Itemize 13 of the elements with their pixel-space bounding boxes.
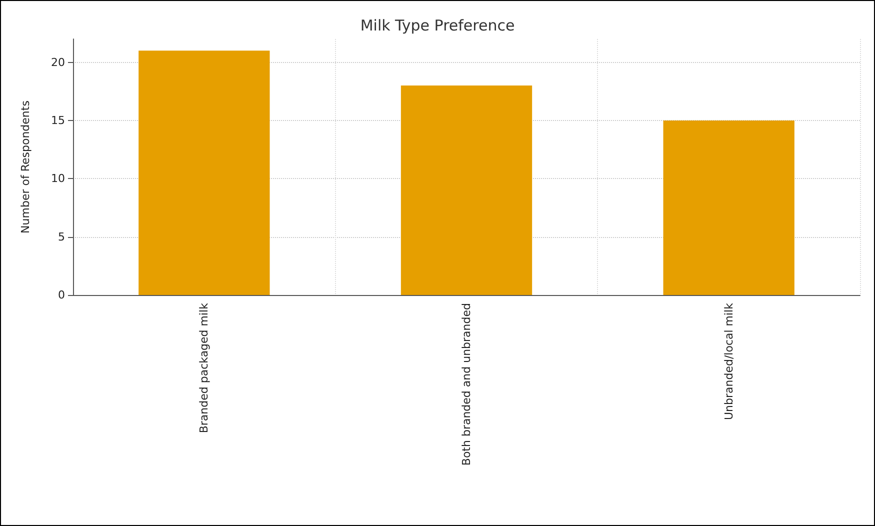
bar [663,120,794,295]
bar [138,50,270,295]
chart-title: Milk Type Preference [360,16,515,34]
y-tick-label: 0 [58,288,65,302]
y-tick-label: 10 [51,172,65,186]
x-tick-label: Unbranded/local milk [722,302,736,420]
y-tick-label: 20 [51,56,65,69]
y-tick-label: 5 [58,230,65,244]
y-axis-title: Number of Respondents [19,100,32,234]
x-tick-label: Branded packaged milk [198,302,211,434]
x-tick-label: Both branded and unbranded [460,303,473,466]
bar [400,86,532,295]
y-tick-label: 15 [51,114,65,127]
